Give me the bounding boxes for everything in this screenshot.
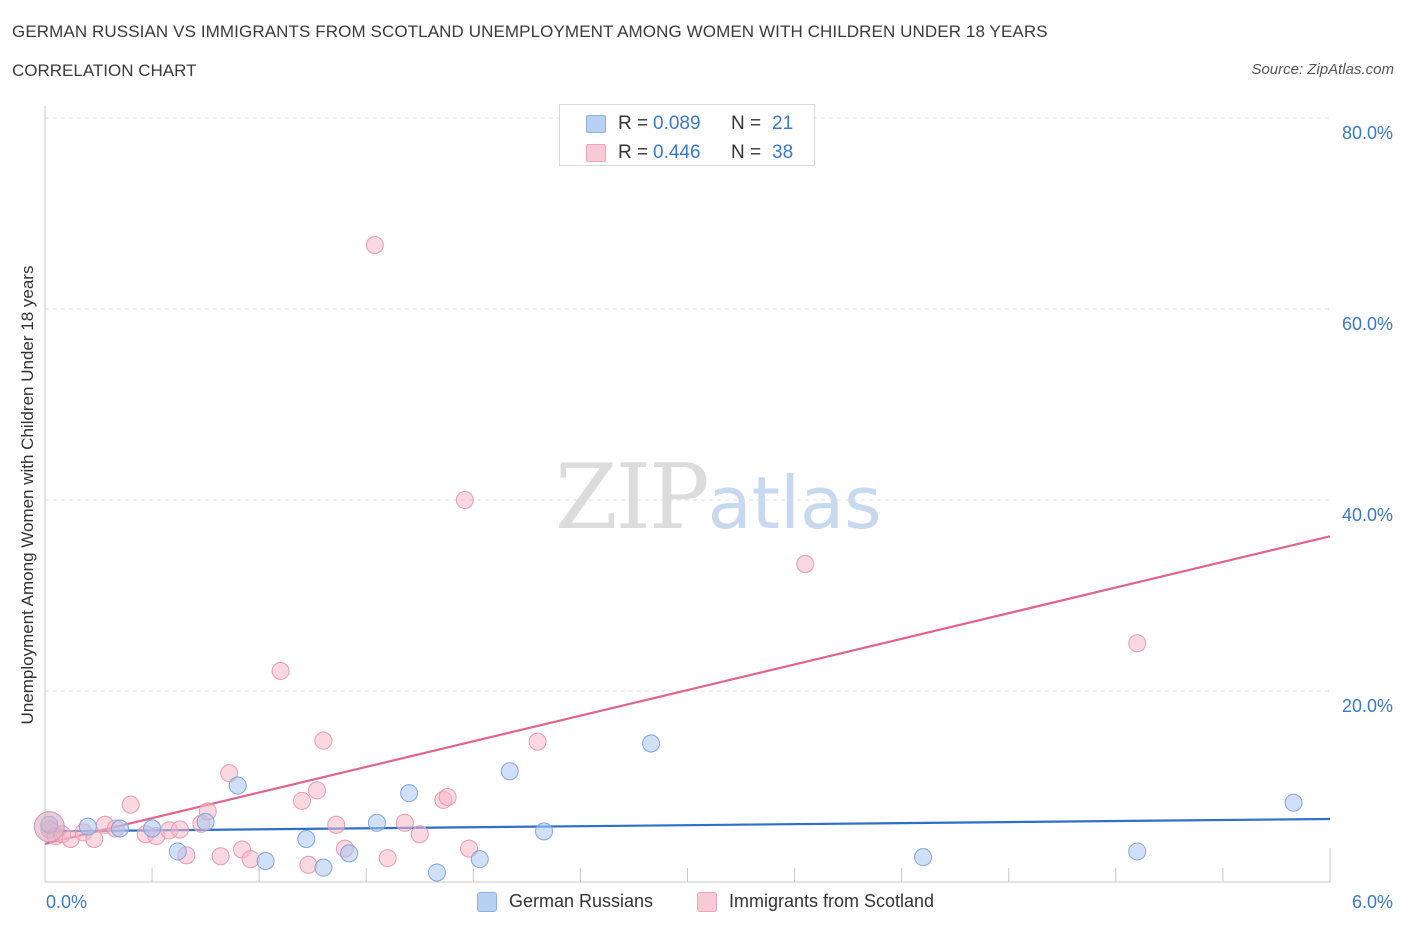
legend-swatch-blue — [477, 892, 497, 912]
stats-swatch-pink — [586, 144, 606, 162]
point-immigrants-scotland — [395, 813, 414, 832]
r-value: 0.089 — [653, 113, 701, 134]
x-tick-label: 0.0% — [46, 892, 87, 912]
stats-box: R = 0.089 N = 21 R = 0.446 N = 38 — [559, 104, 815, 166]
legend-label: German Russians — [509, 891, 654, 911]
point-german-russians — [642, 734, 661, 753]
trend-line-german-russians — [44, 817, 1331, 833]
point-german-russians — [297, 830, 316, 849]
n-label: N = — [731, 113, 762, 134]
point-immigrants-scotland — [438, 788, 457, 807]
point-immigrants-scotland — [241, 850, 260, 869]
point-german-russians — [78, 817, 97, 836]
axes — [44, 106, 1331, 883]
legend-swatch-pink — [697, 892, 717, 912]
point-german-russians — [196, 812, 215, 831]
legend-label: Immigrants from Scotland — [729, 891, 935, 911]
legend: German Russians Immigrants from Scotland — [0, 888, 1406, 918]
point-german-russians — [314, 858, 333, 877]
point-german-russians — [168, 842, 187, 861]
point-german-russians — [110, 819, 129, 838]
n-label: N = — [731, 142, 762, 163]
point-german-russians — [367, 813, 386, 832]
r-value: 0.446 — [653, 142, 701, 163]
point-german-russians — [500, 762, 519, 781]
stats-swatch-blue — [586, 115, 606, 133]
grid-lines — [45, 117, 1330, 692]
point-german-russians — [400, 784, 419, 803]
point-german-russians — [470, 850, 489, 869]
point-immigrants-scotland — [271, 661, 290, 680]
point-cluster-origin — [33, 811, 65, 843]
x-tick-label: 6.0% — [1352, 892, 1393, 912]
point-immigrants-scotland — [220, 764, 239, 783]
point-immigrants-scotland — [327, 815, 346, 834]
data-points — [33, 236, 1303, 882]
chart-title: GERMAN RUSSIAN VS IMMIGRANTS FROM SCOTLA… — [12, 22, 1048, 41]
point-immigrants-scotland — [293, 791, 311, 810]
n-value: 21 — [772, 113, 794, 134]
n-value: 38 — [772, 142, 794, 163]
watermark-left: ZIP — [555, 445, 710, 550]
tick-labels: 20.0% 40.0% 60.0% 80.0% 0.0% 6.0% — [46, 123, 1393, 912]
point-german-russians — [256, 851, 275, 870]
source-credit: Source: ZipAtlas.com — [1251, 61, 1394, 78]
point-german-russians — [340, 844, 359, 863]
y-tick-label: 80.0% — [1342, 123, 1393, 143]
point-german-russians — [427, 863, 446, 882]
watermark: ZIPatlas — [555, 445, 882, 550]
point-immigrants-scotland — [365, 236, 384, 255]
point-immigrants-scotland — [307, 781, 326, 800]
point-immigrants-scotland — [1128, 634, 1147, 653]
chart-subtitle: CORRELATION CHART — [12, 61, 197, 80]
point-immigrants-scotland — [455, 491, 474, 509]
point-immigrants-scotland — [211, 847, 230, 866]
point-german-russians — [1128, 842, 1147, 861]
trend-line-immigrants-scotland — [44, 535, 1331, 845]
r-label: R = — [618, 113, 649, 134]
point-immigrants-scotland — [796, 554, 815, 573]
r-label: R = — [618, 142, 649, 163]
y-tick-label: 20.0% — [1342, 696, 1393, 716]
trend-lines — [44, 535, 1331, 845]
y-tick-label: 40.0% — [1342, 505, 1393, 525]
point-immigrants-scotland — [121, 795, 140, 814]
watermark-right: atlas — [707, 461, 882, 545]
point-immigrants-scotland — [314, 731, 333, 750]
point-immigrants-scotland — [410, 825, 429, 844]
y-tick-label: 60.0% — [1342, 314, 1393, 334]
point-german-russians — [143, 819, 162, 838]
point-german-russians — [228, 776, 247, 795]
y-axis-label: Unemployment Among Women with Children U… — [18, 265, 37, 725]
point-immigrants-scotland — [378, 849, 397, 868]
point-immigrants-scotland — [299, 855, 318, 874]
point-german-russians — [1284, 793, 1303, 812]
point-immigrants-scotland — [528, 732, 547, 751]
point-german-russians — [535, 822, 554, 841]
point-german-russians — [914, 848, 933, 867]
point-immigrants-scotland — [170, 820, 189, 839]
